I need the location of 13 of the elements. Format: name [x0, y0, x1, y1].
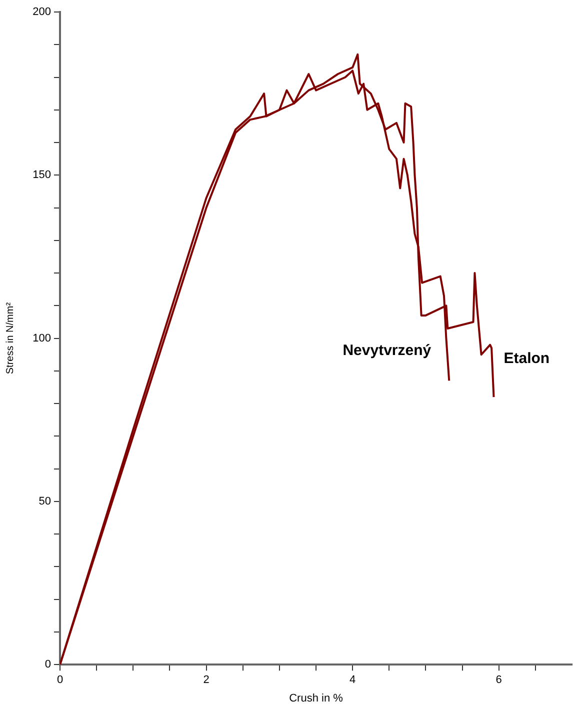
- series-label: Etalon: [504, 350, 550, 368]
- x-tick-label: 4: [350, 674, 356, 686]
- x-tick-label: 6: [496, 674, 502, 686]
- x-tick-label: 0: [56, 674, 64, 686]
- y-tick-label: 200: [32, 6, 51, 18]
- x-tick-label: 2: [203, 674, 210, 686]
- x-axis-title: Crush in %: [289, 692, 344, 704]
- y-tick-label: 100: [32, 332, 51, 344]
- series-label: Nevytvrzený: [342, 342, 432, 359]
- y-tick-label: 0: [44, 658, 51, 671]
- y-axis-title: Stress in N/mm²: [4, 302, 16, 374]
- y-tick-label: 150: [32, 169, 51, 182]
- y-tick-label: 50: [38, 495, 51, 508]
